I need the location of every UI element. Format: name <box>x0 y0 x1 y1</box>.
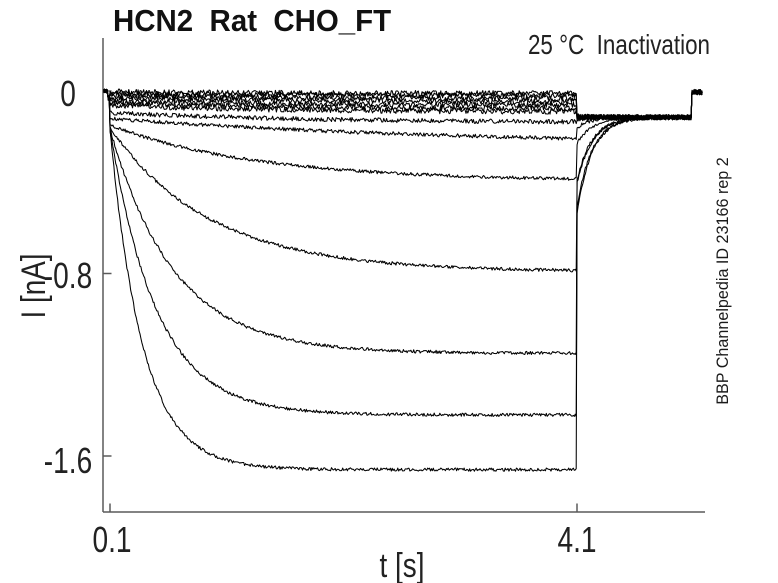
x-tick-label-01: 0.1 <box>92 519 132 560</box>
y-axis-label: I [nA] <box>15 253 53 319</box>
x-axis-label: t [s] <box>379 547 425 583</box>
temperature-annotation: 25 °C Inactivation <box>527 29 710 60</box>
chart-title: HCN2 Rat CHO_FT <box>113 3 392 38</box>
y-tick-label-m08: -0.8 <box>43 255 93 296</box>
x-tick-label-41: 4.1 <box>557 519 597 560</box>
watermark-credit: BBP Channelpedia ID 23166 rep 2 <box>713 157 732 405</box>
y-tick-label-m16: -1.6 <box>43 440 93 481</box>
y-tick-label-0: 0 <box>60 73 76 114</box>
